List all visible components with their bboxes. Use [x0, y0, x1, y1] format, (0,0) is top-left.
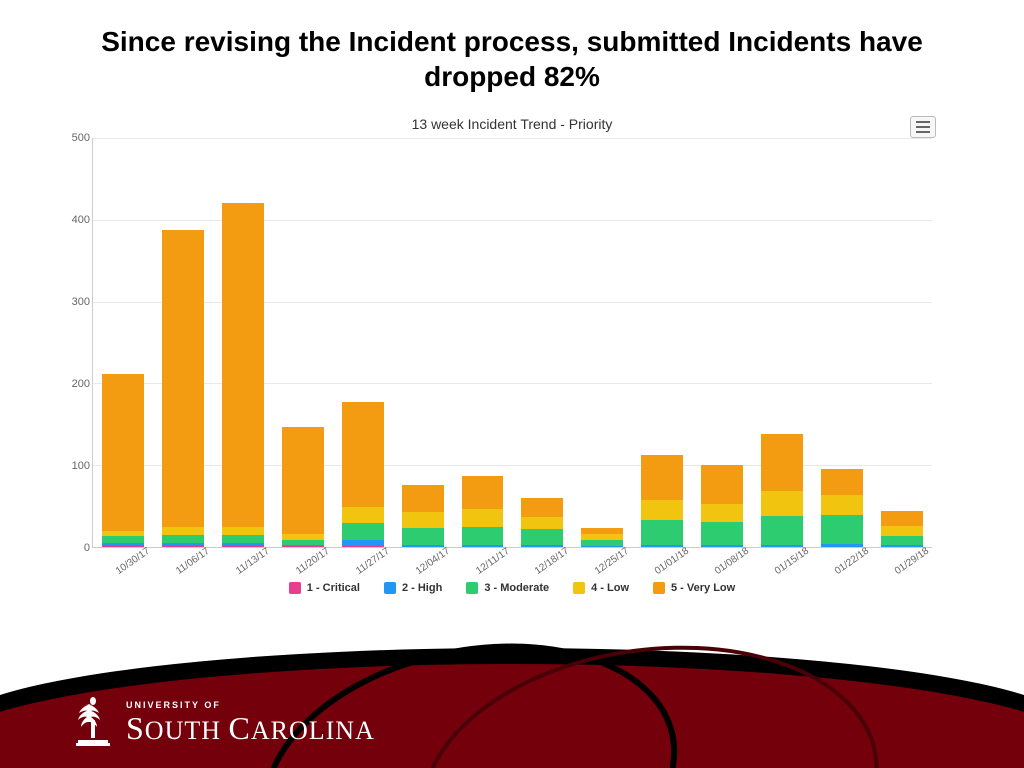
bar-slot — [273, 138, 333, 547]
y-tick: 300 — [72, 296, 90, 308]
plot: 10/30/1711/06/1711/13/1711/20/1711/27/17… — [92, 138, 932, 548]
legend: 1 - Critical 2 - High 3 - Moderate 4 - Low 5… — [92, 582, 932, 597]
logo-university-of: UNIVERSITY OF — [126, 701, 375, 710]
bar-slot — [393, 138, 453, 547]
bar-slot — [453, 138, 513, 547]
bar-segment-verylow — [102, 374, 144, 531]
y-tick: 100 — [72, 460, 90, 472]
x-axis: 10/30/1711/06/1711/13/1711/20/1711/27/17… — [93, 547, 932, 570]
legend-swatch — [289, 582, 301, 594]
bar-segment-verylow — [881, 511, 923, 526]
bar-segment-low — [701, 504, 743, 522]
legend-item-verylow[interactable]: 5 - Very Low — [653, 582, 735, 594]
legend-label: 1 - Critical — [307, 582, 360, 594]
stacked-bar — [222, 203, 264, 547]
bar-segment-verylow — [282, 427, 324, 534]
bar-segment-verylow — [761, 434, 803, 491]
stacked-bar — [282, 427, 324, 547]
bar-segment-low — [342, 507, 384, 523]
bar-segment-verylow — [162, 230, 204, 527]
bar-segment-verylow — [222, 203, 264, 526]
stacked-bar — [342, 402, 384, 547]
bar-segment-low — [821, 495, 863, 515]
bar-slot — [572, 138, 632, 547]
bar-segment-low — [402, 512, 444, 528]
slide: Since revising the Incident process, sub… — [0, 0, 1024, 768]
bar-segment-low — [462, 509, 504, 527]
bar-slot — [93, 138, 153, 547]
y-tick: 500 — [72, 132, 90, 144]
bar-segment-verylow — [701, 465, 743, 503]
legend-swatch — [466, 582, 478, 594]
legend-label: 3 - Moderate — [484, 582, 549, 594]
bar-slot — [333, 138, 393, 547]
legend-label: 4 - Low — [591, 582, 629, 594]
stacked-bar — [102, 374, 144, 547]
chart-container: 13 week Incident Trend - Priority 010020… — [92, 116, 932, 596]
bar-segment-verylow — [521, 498, 563, 517]
bar-segment-low — [162, 527, 204, 535]
legend-item-moderate[interactable]: 3 - Moderate — [466, 582, 549, 594]
legend-swatch — [653, 582, 665, 594]
legend-swatch — [384, 582, 396, 594]
bar-segment-verylow — [462, 476, 504, 509]
stacked-bar — [701, 465, 743, 547]
legend-item-critical[interactable]: 1 - Critical — [289, 582, 360, 594]
bar-slot — [512, 138, 572, 547]
y-axis: 0100200300400500 — [54, 138, 90, 548]
bar-slot — [872, 138, 932, 547]
y-tick: 0 — [84, 542, 90, 554]
bar-segment-low — [761, 491, 803, 516]
bar-segment-verylow — [342, 402, 384, 507]
bar-slot — [692, 138, 752, 547]
footer-branding: UNIVERSITY OF SOUTH CAROLINA — [0, 628, 1024, 768]
bar-slot — [812, 138, 872, 547]
legend-item-low[interactable]: 4 - Low — [573, 582, 629, 594]
bar-segment-verylow — [402, 485, 444, 512]
university-logo: UNIVERSITY OF SOUTH CAROLINA — [70, 694, 375, 750]
bars-group — [93, 138, 932, 547]
stacked-bar — [761, 434, 803, 547]
bar-segment-low — [641, 500, 683, 520]
legend-label: 5 - Very Low — [671, 582, 735, 594]
legend-item-high[interactable]: 2 - High — [384, 582, 442, 594]
bar-segment-low — [881, 526, 923, 536]
bar-segment-verylow — [821, 469, 863, 495]
palmetto-tree-icon — [70, 694, 116, 750]
plot-area: 0100200300400500 10/30/1711/06/1711/13/1… — [92, 138, 932, 548]
logo-text: UNIVERSITY OF SOUTH CAROLINA — [126, 701, 375, 744]
stacked-bar — [641, 455, 683, 547]
legend-swatch — [573, 582, 585, 594]
slide-headline: Since revising the Incident process, sub… — [0, 24, 1024, 94]
chart-title: 13 week Incident Trend - Priority — [92, 116, 932, 132]
bar-segment-low — [222, 527, 264, 535]
bar-slot — [632, 138, 692, 547]
legend-label: 2 - High — [402, 582, 442, 594]
bar-slot — [213, 138, 273, 547]
bar-slot — [752, 138, 812, 547]
stacked-bar — [162, 230, 204, 547]
chart-menu-button[interactable] — [910, 116, 936, 138]
y-tick: 400 — [72, 214, 90, 226]
bar-slot — [153, 138, 213, 547]
y-tick: 200 — [72, 378, 90, 390]
bar-segment-low — [521, 517, 563, 529]
logo-south-carolina: SOUTH CAROLINA — [126, 712, 375, 744]
bar-segment-verylow — [641, 455, 683, 500]
